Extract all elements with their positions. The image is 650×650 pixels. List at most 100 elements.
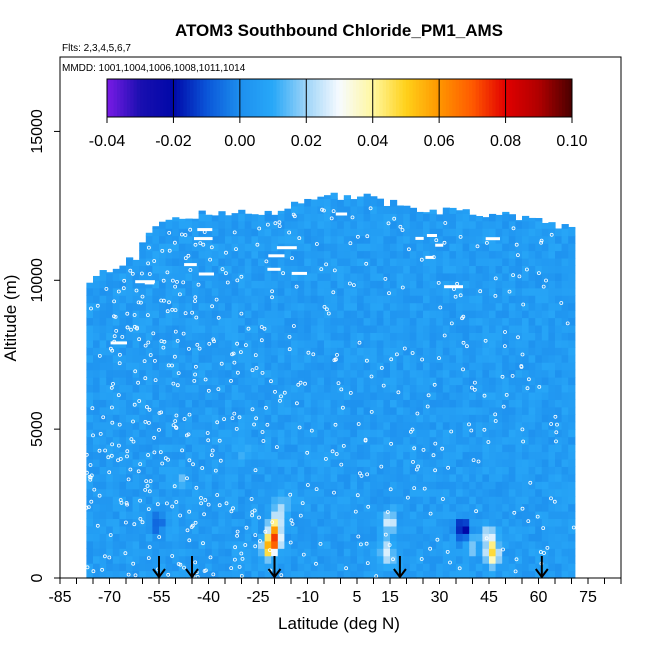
field-cell	[495, 324, 503, 333]
field-cell	[376, 354, 384, 363]
field-cell	[258, 265, 266, 274]
field-cell	[555, 391, 563, 400]
sample-point	[223, 271, 228, 276]
field-cell	[555, 362, 563, 371]
field-cell	[152, 511, 160, 520]
sample-point	[292, 214, 297, 219]
field-cell	[291, 332, 299, 341]
field-cell	[297, 421, 305, 430]
field-cell	[343, 377, 351, 386]
field-cell	[152, 473, 160, 482]
field-cell	[337, 391, 345, 400]
field-cell	[442, 511, 450, 520]
field-cell	[139, 302, 147, 311]
field-cell	[357, 444, 365, 453]
field-cell	[258, 466, 266, 475]
sample-point	[400, 285, 405, 290]
field-cell	[198, 511, 206, 520]
field-cell	[482, 295, 490, 304]
field-cell	[429, 555, 437, 564]
field-cell	[489, 570, 497, 579]
field-cell	[310, 272, 318, 281]
sample-point	[200, 466, 205, 470]
field-cell	[132, 481, 140, 490]
field-cell	[515, 339, 523, 348]
sample-point	[415, 411, 420, 416]
sample-point	[187, 509, 192, 514]
field-cell	[343, 473, 351, 482]
field-cell	[416, 272, 424, 281]
field-cell	[462, 563, 470, 572]
field-cell	[132, 421, 140, 430]
sample-point	[193, 372, 198, 377]
sample-point	[166, 457, 170, 462]
sample-point	[482, 427, 487, 432]
field-cell	[86, 421, 94, 430]
field-cell	[482, 406, 490, 415]
colorbar-segment	[299, 79, 304, 117]
field-cell	[310, 458, 318, 467]
field-cell	[218, 213, 226, 222]
field-cell	[284, 287, 292, 296]
field-cell	[198, 377, 206, 386]
field-cell	[535, 429, 543, 438]
field-cell	[390, 250, 398, 259]
sample-point	[264, 259, 269, 264]
field-cell	[502, 347, 510, 356]
field-cell	[119, 563, 127, 572]
field-cell	[291, 496, 299, 505]
sample-point	[351, 283, 356, 288]
sample-point	[98, 431, 103, 436]
field-cell	[337, 533, 345, 542]
field-cell	[106, 473, 114, 482]
field-cell	[535, 332, 543, 341]
field-cell	[383, 287, 391, 296]
field-cell	[198, 555, 206, 564]
field-cell	[423, 310, 431, 319]
field-cell	[86, 563, 94, 572]
field-cell	[462, 429, 470, 438]
field-cell	[304, 339, 312, 348]
field-cell	[297, 570, 305, 579]
field-cell	[324, 280, 332, 289]
field-cell	[495, 214, 503, 222]
sample-point	[152, 259, 157, 263]
colorbar-segment	[170, 79, 174, 117]
field-cell	[370, 384, 378, 393]
field-cell	[324, 421, 332, 430]
field-cell	[330, 540, 338, 549]
field-cell	[152, 265, 160, 274]
field-cell	[337, 570, 345, 579]
field-cell	[357, 540, 365, 549]
colorbar-segment	[568, 79, 573, 117]
field-cell	[409, 332, 417, 341]
field-cell	[489, 213, 497, 222]
field-cell	[271, 324, 279, 333]
field-cell	[225, 280, 233, 289]
sample-point	[101, 415, 106, 420]
colorbar-segment	[322, 79, 327, 117]
field-cell	[271, 414, 279, 423]
field-cell	[291, 421, 299, 430]
sample-point	[240, 557, 245, 561]
field-cell	[192, 317, 200, 326]
field-cell	[277, 451, 285, 460]
field-cell	[112, 347, 120, 356]
field-cell	[291, 429, 299, 438]
field-cell	[436, 310, 444, 319]
field-cell	[482, 362, 490, 371]
field-cell	[165, 317, 173, 326]
field-cell	[178, 451, 186, 460]
sample-point	[128, 268, 133, 273]
field-cell	[231, 369, 239, 378]
field-cell	[238, 533, 246, 542]
field-cell	[383, 302, 391, 311]
sample-point	[234, 426, 239, 431]
sample-point	[348, 390, 353, 395]
field-cell	[482, 496, 490, 505]
field-cell	[337, 525, 345, 534]
colorbar-segment	[565, 79, 570, 117]
field-cell	[172, 444, 180, 453]
sample-point	[258, 539, 262, 543]
field-cell	[489, 555, 497, 564]
